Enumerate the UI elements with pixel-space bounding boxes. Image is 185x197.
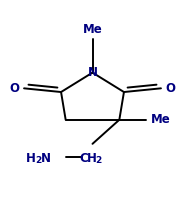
Text: Me: Me [83,23,102,36]
Text: Me: Me [151,113,171,126]
Text: N: N [41,152,51,165]
Text: 2: 2 [95,156,101,165]
Text: H: H [26,152,36,165]
Text: C: C [80,152,89,165]
Text: O: O [166,82,176,95]
Text: H: H [87,152,97,165]
Text: N: N [88,66,97,79]
Text: O: O [9,82,19,95]
Text: 2: 2 [36,156,42,165]
